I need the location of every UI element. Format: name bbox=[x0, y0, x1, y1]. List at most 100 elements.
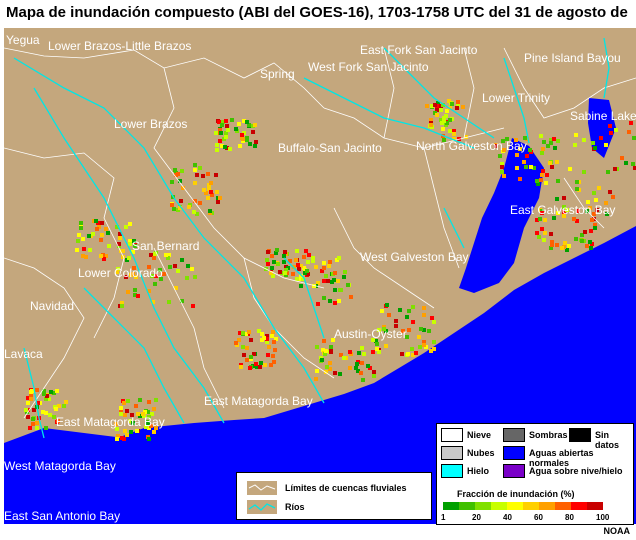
ramp-tick: 20 bbox=[472, 513, 481, 522]
flood-pixel bbox=[568, 167, 572, 171]
flood-pixel bbox=[375, 342, 379, 346]
legend-swatch bbox=[503, 428, 525, 442]
flood-pixel bbox=[593, 226, 597, 230]
flood-pixel bbox=[543, 218, 547, 222]
flood-pixel bbox=[128, 239, 132, 243]
flood-pixel bbox=[377, 350, 381, 354]
flood-pixel bbox=[452, 137, 456, 141]
flood-pixel bbox=[153, 252, 157, 256]
flood-pixel bbox=[314, 377, 318, 381]
flood-pixel bbox=[42, 392, 46, 396]
flood-pixel bbox=[198, 201, 202, 205]
flood-pixel bbox=[387, 313, 391, 317]
flood-pixel bbox=[272, 260, 276, 264]
flood-pixel bbox=[129, 430, 133, 434]
flood-pixel bbox=[524, 165, 528, 169]
flood-pixel bbox=[26, 415, 30, 419]
flood-pixel bbox=[224, 119, 228, 123]
flood-pixel bbox=[57, 404, 61, 408]
flood-pixel bbox=[556, 211, 560, 215]
flood-pixel bbox=[348, 350, 352, 354]
flood-pixel bbox=[295, 277, 299, 281]
flood-pixel bbox=[589, 246, 593, 250]
flood-pixel bbox=[324, 349, 328, 353]
flood-pixel bbox=[152, 256, 156, 260]
flood-pixel bbox=[301, 277, 305, 281]
flood-pixel bbox=[328, 299, 332, 303]
flood-pixel bbox=[394, 324, 398, 328]
flood-pixel bbox=[49, 390, 53, 394]
flood-pixel bbox=[445, 121, 449, 125]
flood-pixel bbox=[338, 288, 342, 292]
flood-pixel bbox=[589, 229, 593, 233]
flood-pixel bbox=[128, 242, 132, 246]
ramp-cell bbox=[555, 502, 571, 510]
flood-pixel bbox=[91, 232, 95, 236]
flood-pixel bbox=[562, 205, 566, 209]
flood-pixel bbox=[296, 263, 300, 267]
flood-pixel bbox=[48, 413, 52, 417]
flood-pixel bbox=[432, 320, 436, 324]
flood-pixel bbox=[119, 249, 123, 253]
flood-pixel bbox=[265, 340, 269, 344]
flood-pixel bbox=[282, 260, 286, 264]
legend: Nieve Sombras Sin datos Nubes Aguas abie… bbox=[436, 423, 634, 525]
flood-pixel bbox=[186, 264, 190, 268]
flood-pixel bbox=[218, 139, 222, 143]
flood-pixel bbox=[299, 264, 303, 268]
flood-pixel bbox=[130, 413, 134, 417]
basin-label: East Fork San Jacinto bbox=[360, 43, 478, 57]
flood-pixel bbox=[500, 162, 504, 166]
flood-pixel bbox=[119, 412, 123, 416]
basin-label: Buffalo-San Jacinto bbox=[278, 141, 382, 155]
flood-pixel bbox=[336, 279, 340, 283]
flood-pixel bbox=[107, 244, 111, 248]
flood-pixel bbox=[144, 425, 148, 429]
flood-pixel bbox=[245, 120, 249, 124]
flood-pixel bbox=[121, 255, 125, 259]
flood-pixel bbox=[35, 388, 39, 392]
flood-pixel bbox=[384, 344, 388, 348]
flood-pixel bbox=[540, 227, 544, 231]
flood-pixel bbox=[359, 371, 363, 375]
flood-pixel bbox=[536, 182, 540, 186]
flood-pixel bbox=[322, 279, 326, 283]
flood-pixel bbox=[207, 187, 211, 191]
flood-pixel bbox=[122, 401, 126, 405]
flood-pixel bbox=[265, 337, 269, 341]
flood-pixel bbox=[114, 422, 118, 426]
flood-pixel bbox=[445, 109, 449, 113]
flood-pixel bbox=[147, 400, 151, 404]
flood-pixel bbox=[429, 118, 433, 122]
flood-pixel bbox=[430, 316, 434, 320]
flood-pixel bbox=[597, 186, 601, 190]
flood-pixel bbox=[115, 270, 119, 274]
flood-pixel bbox=[214, 173, 218, 177]
basin-label: East Matagorda Bay bbox=[204, 394, 313, 408]
flood-pixel bbox=[585, 244, 589, 248]
basin-label: Lower Brazos bbox=[114, 117, 187, 131]
flood-pixel bbox=[452, 129, 456, 133]
flood-pixel bbox=[339, 353, 343, 357]
flood-pixel bbox=[422, 328, 426, 332]
flood-pixel bbox=[305, 269, 309, 273]
flood-pixel bbox=[316, 281, 320, 285]
flood-pixel bbox=[135, 429, 139, 433]
flood-pixel bbox=[555, 197, 559, 201]
flood-pixel bbox=[220, 144, 224, 148]
flood-pixel bbox=[529, 165, 533, 169]
flood-pixel bbox=[464, 135, 468, 139]
flood-pixel bbox=[553, 146, 557, 150]
flood-pixel bbox=[425, 104, 429, 108]
flood-pixel bbox=[501, 139, 505, 143]
flood-pixel bbox=[371, 338, 375, 342]
flood-pixel bbox=[52, 391, 56, 395]
flood-pixel bbox=[375, 347, 379, 351]
flood-pixel bbox=[36, 401, 40, 405]
flood-pixel bbox=[115, 225, 119, 229]
legend-label: Nieve bbox=[467, 430, 492, 440]
flood-pixel bbox=[125, 433, 129, 437]
flood-pixel bbox=[62, 404, 66, 408]
flood-pixel bbox=[599, 136, 603, 140]
flood-pixel bbox=[357, 351, 361, 355]
